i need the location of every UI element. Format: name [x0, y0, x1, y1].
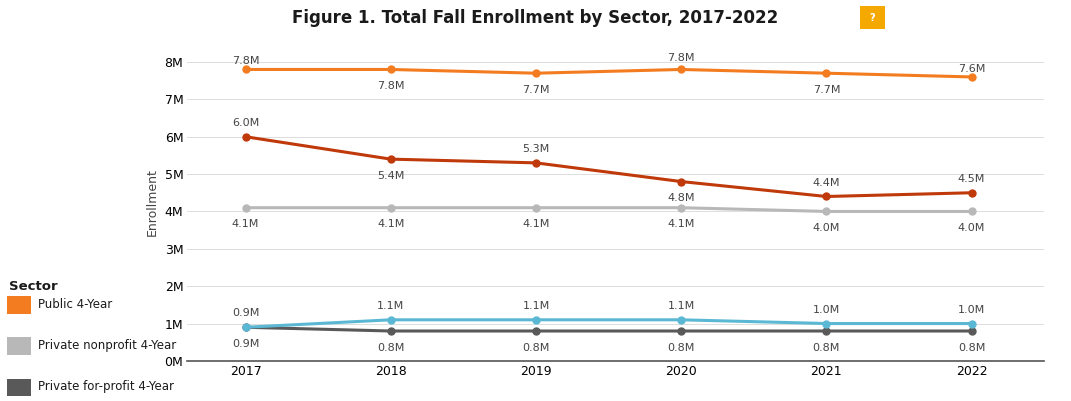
Text: 4.0M: 4.0M [957, 223, 985, 233]
Text: 0.8M: 0.8M [667, 343, 695, 352]
Text: 1.1M: 1.1M [523, 301, 549, 311]
Text: 7.6M: 7.6M [957, 64, 985, 74]
Bar [7, 338, 31, 355]
Text: 4.1M: 4.1M [667, 219, 695, 229]
Text: Public 4-Year: Public 4-Year [39, 298, 112, 311]
Text: 4.1M: 4.1M [377, 219, 405, 229]
Text: ?: ? [870, 13, 875, 22]
Text: 5.3M: 5.3M [523, 144, 549, 154]
Text: 1.1M: 1.1M [377, 301, 405, 311]
Text: 0.9M: 0.9M [231, 339, 259, 349]
Text: 4.4M: 4.4M [813, 178, 840, 188]
Text: Figure 1. Total Fall Enrollment by Sector, 2017-2022: Figure 1. Total Fall Enrollment by Secto… [292, 9, 779, 26]
Text: 0.8M: 0.8M [813, 343, 840, 352]
Text: 0.8M: 0.8M [377, 343, 405, 352]
Text: 4.1M: 4.1M [231, 219, 259, 229]
Bar [7, 379, 31, 396]
Text: 7.8M: 7.8M [667, 53, 695, 63]
Text: 1.1M: 1.1M [667, 301, 695, 311]
Text: 0.8M: 0.8M [957, 343, 985, 352]
Text: 5.4M: 5.4M [377, 171, 405, 181]
Text: 7.8M: 7.8M [377, 81, 405, 91]
Y-axis label: Enrollment: Enrollment [146, 168, 159, 236]
Text: 1.0M: 1.0M [813, 305, 840, 315]
Text: 7.8M: 7.8M [231, 56, 259, 66]
Text: 0.9M: 0.9M [231, 308, 259, 318]
Text: Sector: Sector [10, 280, 58, 293]
Text: 4.1M: 4.1M [523, 219, 549, 229]
Text: 4.8M: 4.8M [667, 193, 695, 203]
Text: 7.7M: 7.7M [813, 85, 840, 95]
FancyBboxPatch shape [860, 6, 885, 29]
Text: Private for-profit 4-Year: Private for-profit 4-Year [39, 380, 175, 393]
Text: 7.7M: 7.7M [523, 85, 549, 95]
Text: 4.5M: 4.5M [957, 174, 985, 184]
Text: Private nonprofit 4-Year: Private nonprofit 4-Year [39, 339, 177, 352]
Bar [7, 296, 31, 314]
Text: 1.0M: 1.0M [957, 305, 985, 315]
Text: 0.8M: 0.8M [523, 343, 549, 352]
Text: 6.0M: 6.0M [232, 118, 259, 128]
Text: 4.0M: 4.0M [813, 223, 840, 233]
